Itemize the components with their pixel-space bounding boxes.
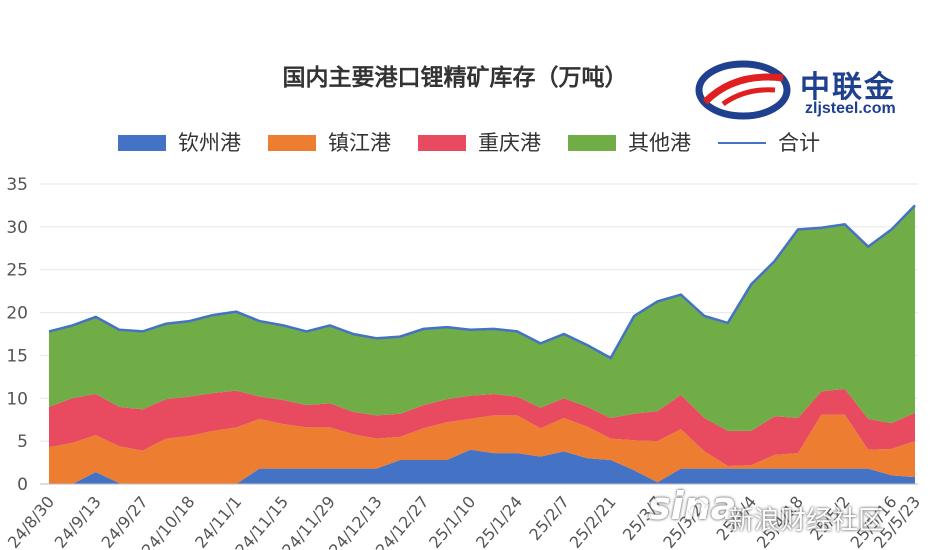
total-line — [48, 204, 916, 360]
logo-url: zljsteel.com — [805, 100, 896, 117]
x-tick-label: 25/2/7 — [525, 492, 573, 544]
legend-label: 钦州港 — [178, 131, 241, 155]
x-tick-label: 24/8/30 — [4, 492, 58, 550]
y-tick-label: 0 — [17, 475, 28, 495]
series-areas — [48, 204, 916, 484]
x-tick-label: 25/2/21 — [566, 492, 620, 550]
logo-swirl-icon — [695, 60, 791, 120]
y-tick-label: 30 — [6, 218, 28, 238]
logo-name: 中联金 — [800, 70, 896, 105]
x-tick-label: 24/9/13 — [51, 492, 105, 550]
legend-swatch — [118, 135, 166, 151]
x-tick-label: 25/1/10 — [425, 492, 479, 550]
y-tick-label: 25 — [6, 261, 28, 281]
watermark-text: 新浪财经社区 — [728, 506, 885, 536]
y-tick-label: 35 — [6, 175, 28, 195]
x-tick-label: 25/1/24 — [472, 492, 526, 550]
sina-watermark: sina 新浪财经社区 — [648, 480, 933, 540]
series-area — [49, 205, 915, 431]
legend-swatch — [718, 142, 766, 144]
series-area — [49, 414, 915, 484]
legend-swatch — [418, 135, 466, 151]
chart-title: 国内主要港口锂精矿库存（万吨） — [282, 65, 628, 91]
series-area — [49, 388, 915, 466]
y-tick-label: 10 — [6, 389, 28, 409]
y-tick-label: 15 — [6, 346, 28, 366]
legend-label: 合计 — [778, 131, 820, 155]
legend-label: 重庆港 — [478, 131, 541, 155]
legend-swatch — [568, 135, 616, 151]
series-area — [49, 449, 915, 484]
y-tick-label: 5 — [17, 432, 28, 452]
y-tick-label: 20 — [6, 304, 28, 324]
legend-label: 镇江港 — [328, 131, 391, 155]
watermark-brand: sina — [648, 484, 737, 528]
legend-swatch — [268, 135, 316, 151]
zlj-logo: 中联金 zljsteel.com — [695, 58, 935, 123]
legend-label: 其他港 — [628, 131, 691, 155]
